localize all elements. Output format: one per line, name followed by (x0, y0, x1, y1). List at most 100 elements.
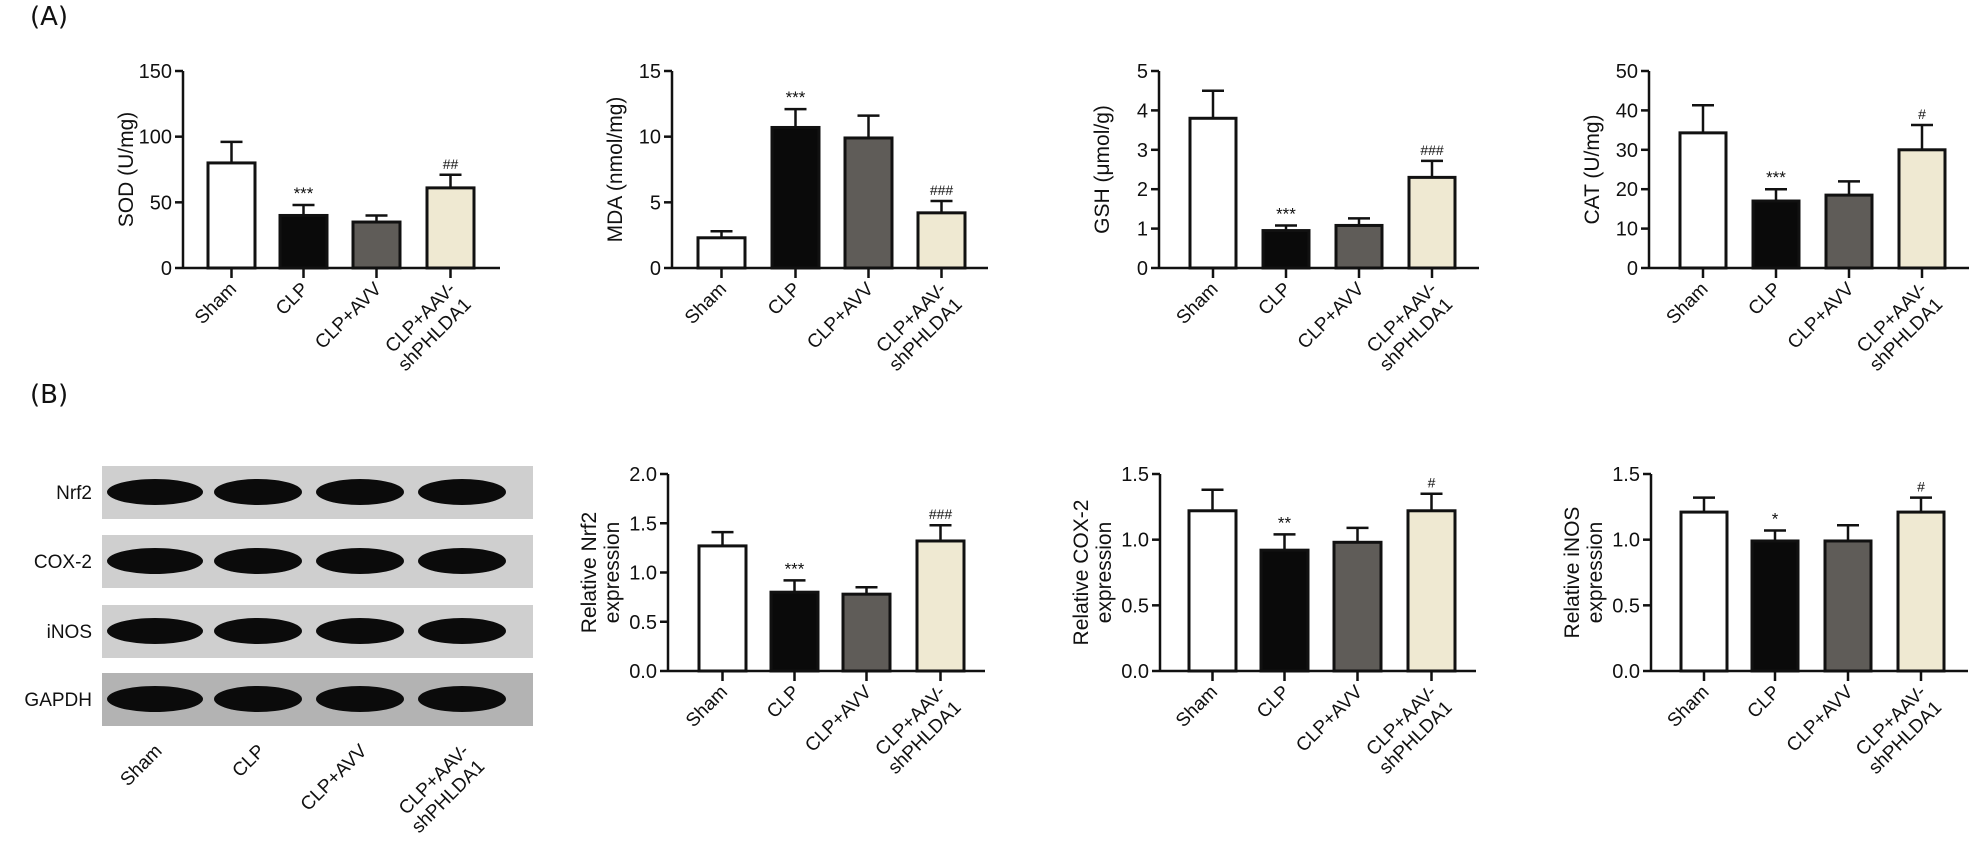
y-tick-label: 15 (639, 61, 661, 83)
x-tick-label-line: CLP+AVV (1292, 681, 1367, 756)
x-tick-label-line: Sham (1172, 682, 1222, 732)
significance-label: # (1428, 475, 1436, 491)
bar-3 (916, 211, 967, 270)
y-tick-label: 10 (1616, 219, 1638, 241)
blot-row-label: Nrf2 (56, 483, 92, 504)
y-tick-label: 0.0 (1121, 661, 1149, 683)
y-axis-title-line: CAT (U/mg) (1581, 114, 1604, 224)
y-axis-title-line: expression (601, 522, 624, 624)
y-axis-title-group: Relative COX-2expression (1070, 500, 1116, 646)
y-tick-label: 50 (150, 192, 172, 214)
protein-band (107, 548, 203, 574)
y-axis-title: Relative COX-2expression (1070, 500, 1116, 646)
x-tick-label: CLP (1745, 279, 1786, 320)
protein-band (316, 618, 404, 644)
bar-1 (770, 125, 821, 270)
x-tick-label-group: Sham (682, 682, 732, 732)
blot-lane-label: CLP+AVV (297, 740, 372, 815)
x-tick-label: Sham (1664, 682, 1714, 732)
x-tick-label: CLP+AAV-shPHLDA1 (1360, 279, 1457, 376)
y-axis-title-group: CAT (U/mg) (1581, 114, 1604, 224)
x-tick-label: CLP+AAV-shPHLDA1 (1360, 682, 1457, 779)
x-tick-label-group: Sham (681, 279, 731, 329)
y-axis-title-group: SOD (U/mg) (115, 112, 138, 228)
x-tick-label-group: CLP+AAV-shPHLDA1 (382, 279, 476, 376)
protein-band (214, 548, 302, 574)
blot-row-label: GAPDH (24, 690, 92, 711)
bar-0 (1678, 131, 1728, 270)
y-axis-title-line: Relative COX-2 (1070, 500, 1093, 646)
bar-0 (697, 544, 748, 673)
x-tick-label: CLP+AAV-shPHLDA1 (1849, 682, 1946, 779)
protein-band (214, 479, 302, 505)
y-tick-label: 0 (650, 258, 661, 280)
x-tick-label-line: Sham (1173, 279, 1223, 329)
x-tick-label-group: Sham (1173, 279, 1223, 329)
y-axis-title: CAT (U/mg) (1581, 114, 1604, 224)
blot-lane-label-group: CLP+AAV-shPHLDA1 (395, 741, 489, 838)
x-tick-label: Sham (191, 279, 241, 329)
y-tick-label: 100 (139, 127, 172, 149)
y-tick-label: 1.0 (1612, 530, 1640, 552)
x-tick-label-line: CLP+AVV (1294, 278, 1369, 353)
x-tick-label-group: CLP+AVV (1292, 681, 1367, 756)
x-tick-label-group: Sham (1172, 682, 1222, 732)
blot-row-label: iNOS (47, 622, 92, 643)
x-tick-label-line: CLP (1255, 279, 1296, 320)
x-tick-label-group: CLP+AVV (803, 278, 878, 353)
x-tick-label: CLP+AAV-shPHLDA1 (869, 682, 966, 779)
protein-band (316, 548, 404, 574)
blot-lane-label-line: CLP+AVV (297, 740, 372, 815)
y-axis-title: MDA (nmol/mg) (604, 97, 627, 243)
x-tick-label-group: CLP+AAV-shPHLDA1 (1360, 279, 1457, 376)
x-tick-label: CLP (764, 279, 805, 320)
x-tick-label-group: CLP+AAV-shPHLDA1 (1360, 682, 1457, 779)
x-tick-label: CLP+AVV (311, 278, 386, 353)
x-tick-label-line: CLP (1745, 279, 1786, 320)
y-tick-label: 0 (1137, 258, 1148, 280)
y-tick-label: 20 (1616, 179, 1638, 201)
y-tick-label: 1.5 (629, 513, 657, 535)
panel-label-a: (A) (30, 2, 69, 32)
bar-0 (696, 236, 747, 270)
significance-label: ### (1420, 142, 1444, 158)
blot-lane-label-group: CLP+AVV (297, 740, 372, 815)
bar-3 (1407, 175, 1457, 270)
y-tick-label: 1.0 (1121, 530, 1149, 552)
protein-band (107, 686, 203, 712)
y-axis-title-line: expression (1584, 522, 1607, 624)
bar-2 (1332, 540, 1383, 673)
significance-label: *** (1276, 204, 1296, 223)
bar-2 (843, 136, 894, 270)
bar-2 (351, 220, 402, 270)
bar-2 (1823, 539, 1873, 673)
x-tick-label: CLP+AVV (803, 278, 878, 353)
protein-band (316, 686, 404, 712)
y-tick-label: 3 (1137, 140, 1148, 162)
x-tick-label: CLP+AVV (1783, 681, 1858, 756)
y-tick-label: 0.0 (629, 661, 657, 683)
x-tick-label-line: Sham (681, 279, 731, 329)
x-tick-label-group: CLP (1745, 279, 1786, 320)
protein-band (107, 618, 203, 644)
y-axis-title-group: Relative Nrf2expression (578, 512, 624, 633)
y-tick-label: 2.0 (629, 464, 657, 486)
x-tick-label-group: CLP+AVV (1294, 278, 1369, 353)
significance-label: *** (785, 559, 805, 578)
y-tick-label: 2 (1137, 179, 1148, 201)
x-tick-label-group: Sham (1664, 682, 1714, 732)
x-tick-label-group: CLP+AAV-shPHLDA1 (870, 279, 967, 376)
x-tick-label-group: Sham (1663, 279, 1713, 329)
x-tick-label: CLP+AAV-shPHLDA1 (870, 279, 967, 376)
x-tick-label-group: CLP (1255, 279, 1296, 320)
x-tick-label-line: CLP (1744, 682, 1785, 723)
blot-lane-label-group: CLP (229, 741, 270, 782)
y-tick-label: 0.0 (1612, 661, 1640, 683)
protein-band (214, 686, 302, 712)
y-tick-label: 1.5 (1612, 464, 1640, 486)
x-tick-label-line: CLP (1253, 682, 1294, 723)
y-tick-label: 0 (1627, 258, 1638, 280)
significance-label: ### (929, 506, 953, 522)
